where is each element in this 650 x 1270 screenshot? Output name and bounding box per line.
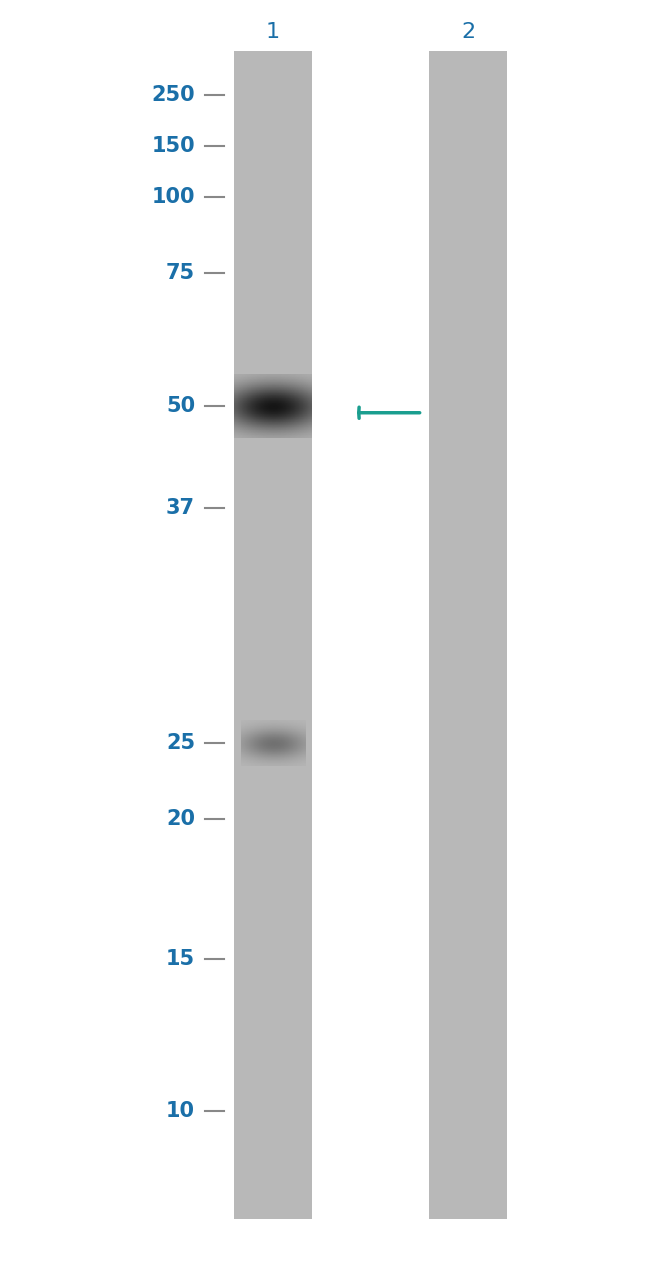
Text: 10: 10 xyxy=(166,1101,195,1121)
Text: 150: 150 xyxy=(151,136,195,156)
Text: 15: 15 xyxy=(166,949,195,969)
Text: 50: 50 xyxy=(166,396,195,417)
Text: 75: 75 xyxy=(166,263,195,283)
FancyBboxPatch shape xyxy=(234,51,312,1219)
Text: 100: 100 xyxy=(151,187,195,207)
Text: 37: 37 xyxy=(166,498,195,518)
Text: 250: 250 xyxy=(151,85,195,105)
Text: 2: 2 xyxy=(461,22,475,42)
FancyBboxPatch shape xyxy=(429,51,507,1219)
Text: 1: 1 xyxy=(266,22,280,42)
Text: 20: 20 xyxy=(166,809,195,829)
Text: 25: 25 xyxy=(166,733,195,753)
